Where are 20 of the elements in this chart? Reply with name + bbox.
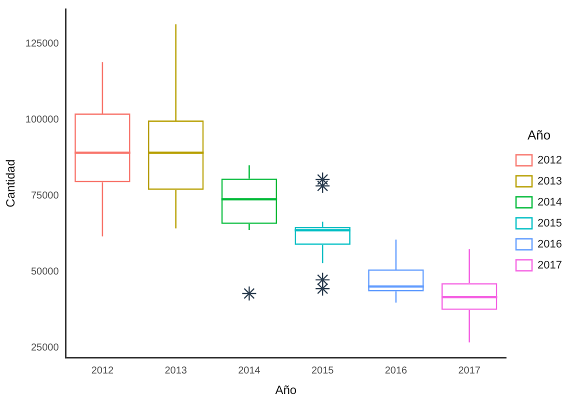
legend-label: 2017 (538, 259, 562, 272)
legend-label: 2016 (538, 238, 562, 250)
y-tick-label: 125000 (25, 38, 60, 50)
y-tick-label: 100000 (25, 114, 60, 126)
y-tick-label: 25000 (30, 342, 60, 354)
legend-label: 2013 (538, 175, 562, 188)
y-tick-label: 50000 (30, 266, 60, 278)
x-tick-label: 2017 (458, 365, 481, 376)
legend-title: Año (527, 127, 551, 142)
legend-label: 2014 (538, 196, 562, 208)
x-tick-label: 2016 (384, 365, 408, 376)
y-tick-label: 75000 (30, 190, 60, 202)
x-tick-label: 2015 (311, 365, 334, 376)
legend-label: 2012 (538, 154, 562, 166)
x-tick-label: 2012 (91, 365, 114, 376)
x-tick-label: 2014 (238, 365, 261, 376)
x-tick-label: 2013 (164, 365, 188, 376)
legend-label: 2015 (538, 217, 562, 230)
y-axis-title: Cantidad (4, 159, 18, 208)
x-axis-title: Año (275, 383, 297, 398)
